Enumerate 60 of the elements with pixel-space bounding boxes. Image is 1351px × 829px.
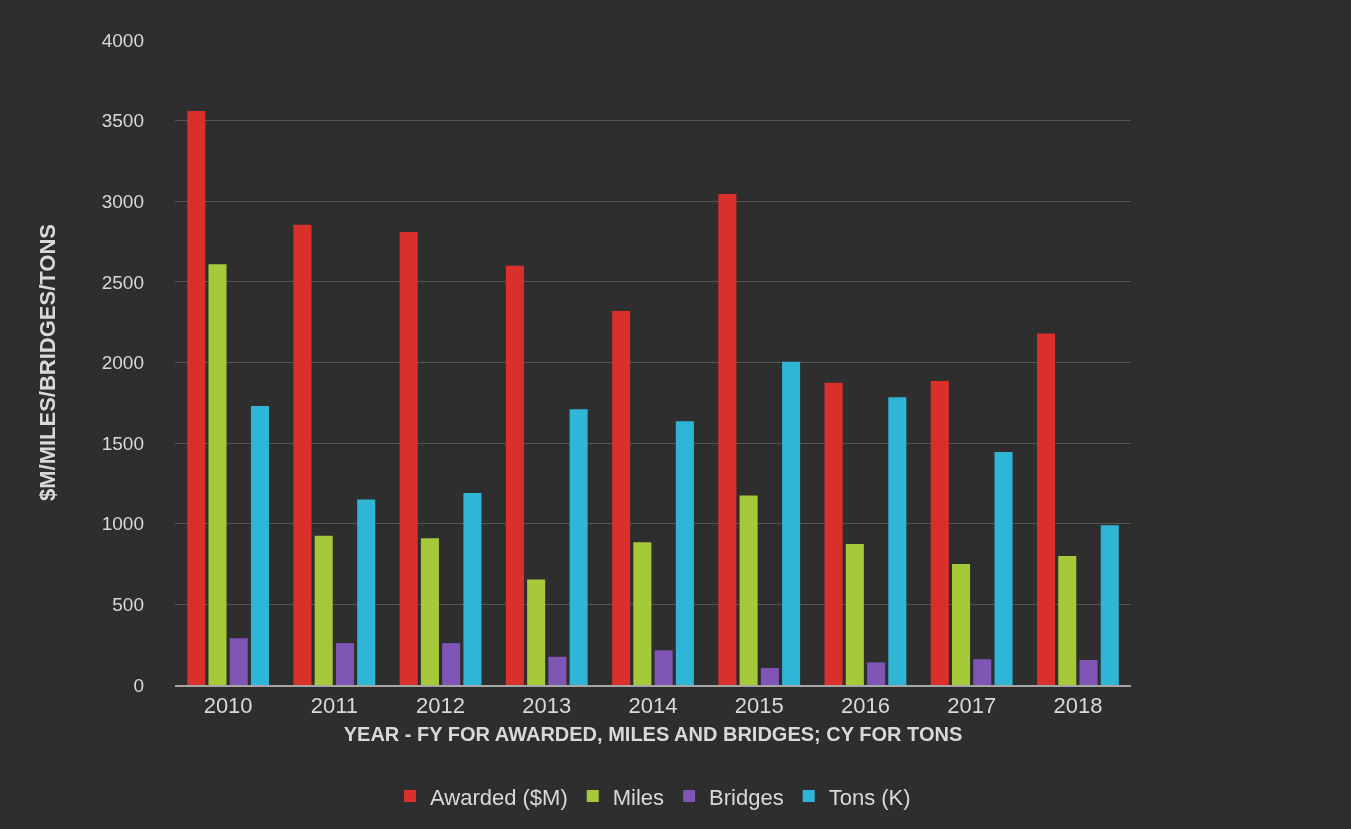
bar: [548, 656, 567, 685]
bar: [442, 643, 461, 685]
bar: [633, 542, 652, 685]
legend-label: Tons (K): [828, 784, 911, 810]
x-tick-label: 2013: [522, 693, 572, 719]
bar: [505, 265, 524, 685]
bar: [527, 579, 546, 685]
y-tick-label: 3500: [101, 110, 144, 132]
x-tick-label: 2015: [734, 693, 784, 719]
bar: [229, 638, 248, 685]
y-tick-label: 500: [112, 594, 144, 616]
y-axis-title: $M/MILES/BRIDGES/TONS: [34, 223, 60, 502]
bar: [208, 264, 227, 685]
legend-label: Miles: [612, 784, 665, 810]
bar: [1058, 556, 1077, 685]
bar: [782, 361, 801, 685]
bar: [420, 538, 439, 685]
x-tick-label: 2016: [840, 693, 890, 719]
x-tick-label: 2011: [310, 693, 358, 719]
legend-label: Awarded ($M): [430, 784, 568, 810]
x-tick-label: 2018: [1053, 693, 1103, 719]
legend-label: Bridges: [709, 784, 784, 810]
bar: [1100, 525, 1119, 685]
bar: [569, 409, 588, 685]
bar: [952, 564, 971, 685]
bar: [293, 224, 312, 685]
bar: [399, 231, 418, 685]
y-tick-label: 4000: [101, 29, 144, 51]
bar: [250, 406, 270, 685]
bar: [994, 451, 1013, 685]
x-tick-label: 2017: [947, 693, 997, 719]
bar: [463, 493, 482, 685]
y-tick-label: 2000: [101, 352, 144, 374]
y-tick-label: 1000: [101, 513, 144, 535]
y-tick-label: 0: [133, 674, 144, 696]
y-tick-label: 3000: [101, 190, 144, 212]
x-tick-label: 2014: [628, 693, 678, 719]
bar: [973, 659, 992, 685]
bar: [718, 193, 737, 685]
bar: [612, 310, 631, 685]
bar: [314, 535, 333, 685]
bar: [1036, 333, 1056, 685]
bar: [845, 543, 864, 685]
y-tick-label: 1500: [101, 432, 144, 454]
x-tick-label: 2010: [203, 693, 253, 719]
bar: [335, 643, 354, 685]
bar: [888, 397, 907, 685]
x-axis-title: YEAR - FY FOR AWARDED, MILES AND BRIDGES; CY FOR TONS: [343, 723, 963, 746]
bar: [867, 662, 886, 685]
bar: [760, 668, 779, 685]
bar: [187, 110, 206, 685]
bar: [675, 421, 694, 685]
bar: [930, 381, 949, 685]
bar: [654, 650, 673, 685]
bar: [1079, 660, 1098, 685]
bar: [357, 499, 376, 685]
x-tick-label: 2012: [416, 693, 466, 719]
bar: [824, 382, 843, 685]
y-tick-label: 2500: [101, 271, 144, 293]
bar: [739, 495, 758, 685]
